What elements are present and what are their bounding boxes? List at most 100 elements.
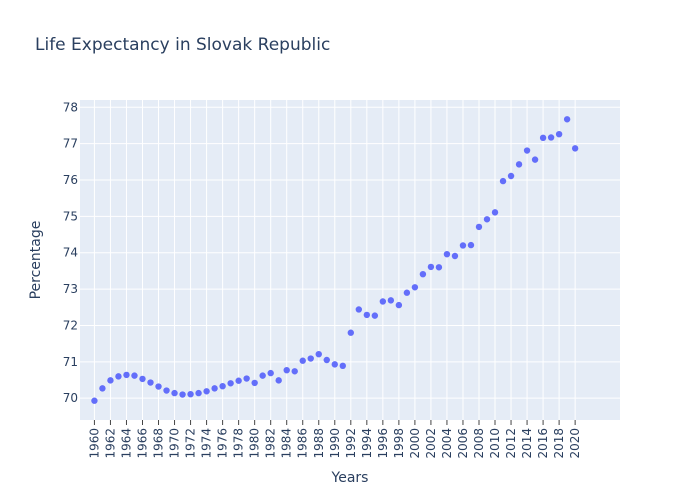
data-point (163, 387, 170, 394)
data-point (91, 397, 98, 404)
y-axis-ticks: 70 71 72 73 74 75 76 77 78 (63, 100, 78, 405)
x-tick-label: 1974 (200, 428, 214, 459)
x-tick-label: 2006 (456, 428, 470, 459)
x-tick-label: 1982 (264, 428, 278, 459)
data-point (331, 361, 338, 368)
data-point (275, 377, 282, 384)
data-point (395, 301, 403, 309)
data-point (147, 379, 154, 386)
data-point (531, 156, 539, 163)
data-point (483, 216, 491, 223)
data-point (259, 372, 266, 379)
data-point (291, 368, 298, 375)
data-point (131, 372, 138, 379)
x-tick-label: 1986 (296, 428, 310, 459)
data-point (187, 390, 194, 398)
data-point (171, 389, 178, 397)
data-point (307, 355, 314, 362)
y-tick-label: 74 (63, 246, 78, 260)
x-tick-label: 1960 (87, 428, 101, 459)
data-point (219, 382, 226, 390)
y-tick-label: 78 (63, 100, 78, 114)
x-tick-label: 2010 (488, 428, 502, 459)
grid (80, 100, 620, 420)
x-tick-label: 1972 (184, 428, 198, 459)
x-tick-label: 1970 (168, 428, 182, 459)
x-axis-title: Years (331, 470, 369, 486)
x-axis-ticks: 1960 1962 1964 1966 1968 1970 1972 1974 1976 1978… (87, 420, 582, 459)
data-point (459, 242, 467, 249)
data-point (315, 350, 322, 358)
data-point (499, 177, 507, 185)
data-point (547, 134, 555, 141)
data-point (155, 383, 162, 390)
x-tick-label: 1966 (135, 428, 149, 459)
x-tick-label: 1968 (152, 428, 166, 459)
y-axis-title: Percentage (28, 221, 44, 300)
data-point (123, 371, 130, 379)
data-point (283, 366, 290, 374)
x-tick-label: 1978 (232, 428, 246, 459)
data-point (115, 373, 122, 380)
data-point (323, 356, 330, 364)
data-point (571, 145, 579, 152)
data-point (371, 312, 379, 319)
data-point (379, 298, 387, 305)
y-tick-label: 76 (63, 173, 78, 187)
data-points (91, 116, 579, 404)
data-point (475, 223, 483, 231)
x-tick-label: 2002 (424, 428, 438, 459)
data-point (243, 375, 250, 382)
x-tick-label: 2018 (552, 428, 566, 459)
data-point (427, 263, 435, 271)
x-tick-label: 2004 (440, 428, 454, 459)
x-tick-label: 1962 (103, 428, 117, 459)
x-tick-label: 1990 (328, 428, 342, 459)
data-point (523, 147, 531, 154)
y-tick-label: 72 (63, 318, 78, 332)
chart-title: Life Expectancy in Slovak Republic (35, 35, 330, 55)
data-point (195, 389, 202, 397)
data-point (515, 161, 523, 168)
data-point (99, 385, 106, 392)
data-point (299, 357, 306, 364)
x-tick-label: 2012 (504, 428, 518, 459)
y-tick-label: 73 (63, 282, 78, 296)
data-point (107, 377, 114, 384)
x-tick-label: 1964 (119, 428, 133, 459)
data-point (203, 388, 210, 395)
data-point (539, 134, 547, 142)
y-tick-label: 71 (63, 355, 78, 369)
x-tick-label: 1988 (312, 428, 326, 459)
data-point (467, 241, 475, 249)
x-tick-label: 1984 (280, 428, 294, 459)
x-tick-label: 1994 (360, 428, 374, 459)
data-point (507, 172, 515, 180)
x-tick-label: 1976 (216, 428, 230, 459)
data-point (387, 297, 395, 304)
x-tick-label: 2016 (536, 428, 550, 459)
data-point (267, 369, 274, 377)
data-point (419, 270, 427, 278)
data-point (403, 289, 411, 296)
x-tick-label: 1996 (376, 428, 390, 459)
data-point (555, 130, 563, 138)
data-point (563, 116, 571, 123)
x-tick-label: 1998 (392, 428, 406, 459)
data-point (491, 209, 499, 216)
y-tick-label: 70 (63, 391, 78, 405)
data-point (227, 380, 234, 387)
x-tick-label: 2020 (568, 428, 582, 459)
x-tick-label: 2014 (520, 428, 534, 459)
data-point (435, 264, 443, 271)
data-point (179, 391, 186, 398)
data-point (211, 385, 218, 392)
y-tick-label: 75 (63, 209, 78, 223)
x-tick-label: 2008 (472, 428, 486, 459)
x-tick-label: 1980 (248, 428, 262, 459)
data-point (411, 284, 419, 291)
data-point (443, 250, 451, 258)
y-tick-label: 77 (63, 137, 78, 151)
plot-area (80, 100, 620, 420)
